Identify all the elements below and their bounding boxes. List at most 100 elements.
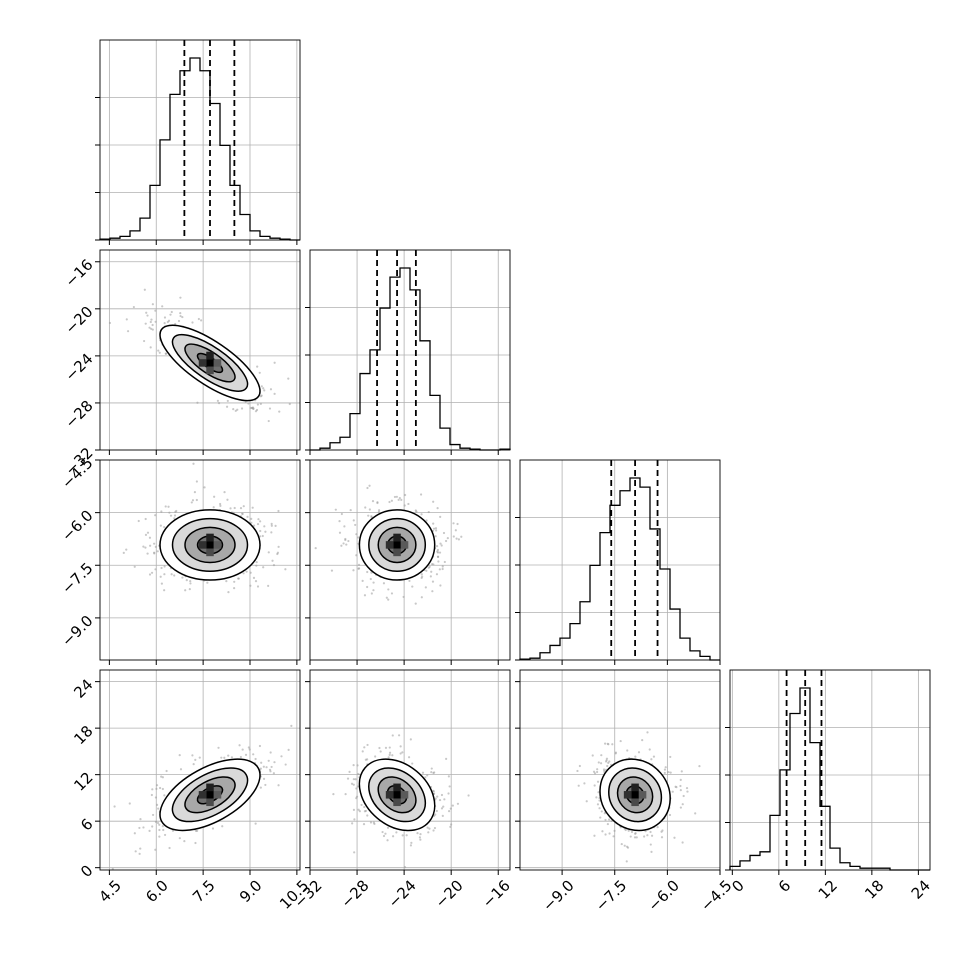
scatter-point: [398, 496, 401, 500]
density-pixel: [206, 548, 214, 557]
density-pixel: [206, 798, 214, 807]
scatter-point: [163, 794, 166, 797]
scatter-point: [424, 776, 427, 779]
scatter-point: [189, 582, 192, 585]
scatter-point: [603, 812, 606, 815]
scatter-point: [165, 769, 168, 773]
scatter-point: [154, 545, 157, 548]
scatter-point: [386, 826, 390, 829]
scatter-point: [435, 529, 438, 532]
scatter-point: [388, 500, 391, 504]
scatter-point: [163, 316, 167, 319]
density-pixel: [393, 541, 401, 549]
scatter-point: [440, 544, 443, 547]
scatter-point: [154, 320, 157, 323]
scatter-point: [252, 524, 256, 527]
scatter-point: [593, 834, 596, 837]
scatter-point: [400, 498, 403, 502]
density-pixel: [206, 533, 214, 542]
scatter-point: [352, 808, 356, 811]
density-pixel: [213, 359, 222, 367]
scatter-point: [265, 766, 268, 769]
scatter-point: [643, 835, 646, 838]
scatter-point: [247, 402, 250, 405]
scatter-point: [249, 406, 252, 410]
scatter-point: [150, 571, 154, 574]
scatter-point: [431, 580, 435, 583]
y-tick-label: 0: [77, 861, 96, 880]
scatter-point: [363, 805, 366, 809]
scatter-point: [163, 589, 166, 592]
scatter-point: [358, 810, 361, 813]
scatter-point: [377, 510, 381, 514]
scatter-point: [435, 573, 439, 576]
scatter-point: [450, 823, 453, 826]
scatter-point: [173, 574, 176, 577]
scatter-point: [179, 312, 182, 315]
scatter-point: [442, 805, 445, 808]
scatter-point: [188, 587, 191, 591]
density-pixel: [393, 798, 401, 807]
scatter-point: [200, 319, 203, 322]
density-pixel: [206, 366, 214, 375]
scatter-point: [219, 504, 222, 507]
scatter-point: [438, 568, 441, 571]
scatter-point: [212, 506, 215, 509]
scatter-point: [192, 763, 195, 766]
scatter-point: [128, 802, 131, 805]
scatter-point: [163, 573, 166, 576]
scatter-point: [401, 751, 404, 754]
scatter-point: [381, 830, 384, 834]
scatter-point: [233, 506, 236, 510]
scatter-point: [280, 755, 283, 758]
density-pixel: [213, 541, 222, 549]
scatter-point: [270, 765, 273, 769]
scatter-point: [376, 501, 379, 505]
scatter-point: [630, 830, 634, 834]
scatter-point: [372, 821, 375, 824]
x-tick-label: 4.5: [95, 876, 125, 906]
scatter-point: [230, 756, 234, 759]
scatter-point: [694, 812, 697, 815]
scatter-point: [273, 361, 276, 364]
scatter-point: [361, 750, 364, 753]
scatter-point: [367, 514, 370, 517]
scatter-point: [144, 517, 147, 521]
scatter-point: [262, 566, 265, 569]
scatter-point: [414, 509, 417, 512]
scatter-point: [686, 790, 689, 793]
scatter-point: [362, 823, 366, 826]
scatter-point: [378, 746, 381, 750]
scatter-point: [259, 520, 262, 523]
scatter-point: [262, 387, 265, 390]
scatter-group: [122, 462, 300, 594]
scatter-point: [151, 788, 154, 791]
density-pixel: [393, 783, 401, 792]
scatter-point: [374, 755, 377, 758]
scatter-point: [387, 588, 390, 591]
scatter-panel: [519, 669, 721, 871]
scatter-point: [259, 529, 262, 533]
scatter-point: [425, 519, 428, 522]
scatter-point: [429, 575, 432, 578]
scatter-point: [407, 502, 410, 506]
scatter-point: [264, 530, 267, 533]
scatter-point: [391, 754, 394, 757]
scatter-point: [607, 761, 610, 764]
scatter-point: [203, 486, 206, 489]
scatter-point: [352, 569, 355, 572]
scatter-point: [438, 551, 442, 554]
scatter-point: [409, 844, 413, 847]
scatter-point: [435, 809, 438, 813]
scatter-point: [592, 770, 596, 773]
density-pixel: [393, 533, 401, 542]
scatter-point: [604, 818, 607, 822]
scatter-point: [388, 753, 391, 756]
scatter-point: [430, 767, 433, 770]
scatter-point: [183, 840, 186, 843]
density-pixel: [198, 791, 207, 799]
y-tick-label: −20: [61, 303, 96, 338]
scatter-point: [578, 764, 581, 768]
scatter-point: [160, 510, 163, 513]
scatter-point: [698, 765, 701, 768]
